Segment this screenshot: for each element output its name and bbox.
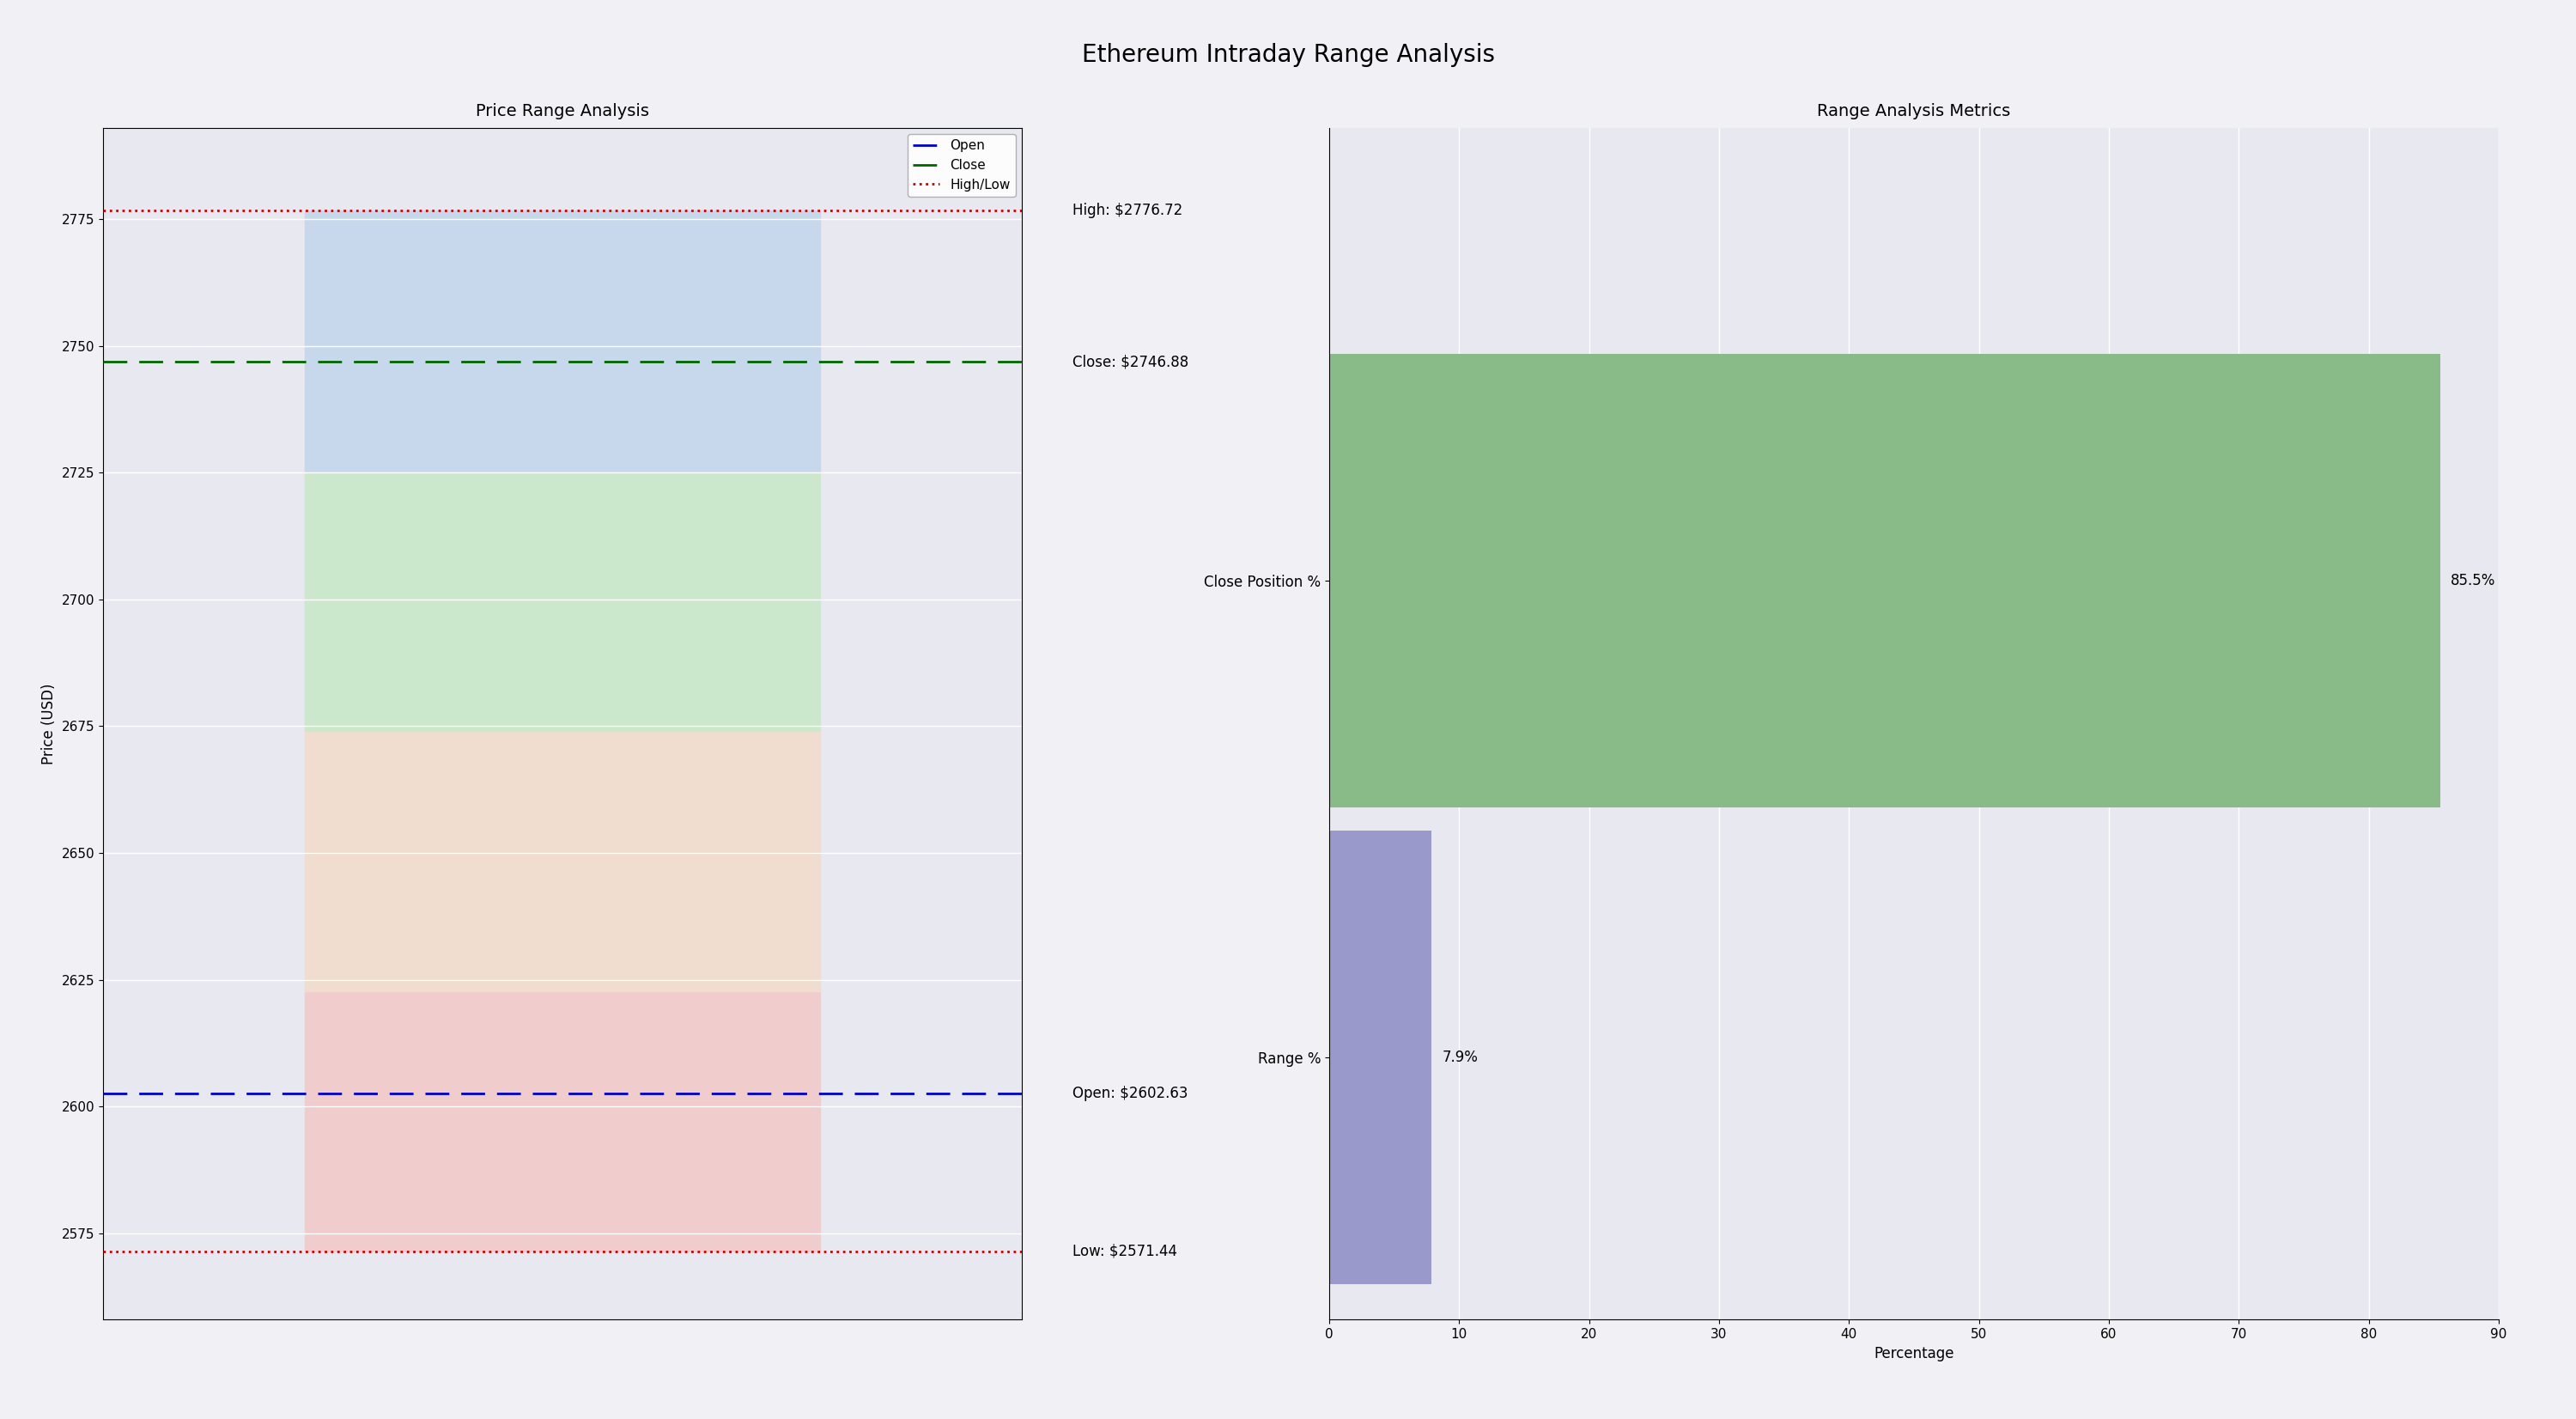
Title: Range Analysis Metrics: Range Analysis Metrics: [1816, 104, 2012, 119]
Title: Price Range Analysis: Price Range Analysis: [477, 104, 649, 119]
Legend: Open, Close, High/Low: Open, Close, High/Low: [907, 135, 1015, 197]
Text: 85.5%: 85.5%: [2450, 573, 2496, 589]
Text: Close: $2746.88: Close: $2746.88: [1072, 353, 1188, 369]
Text: Open: $2602.63: Open: $2602.63: [1072, 1086, 1188, 1101]
Text: Ethereum Intraday Range Analysis: Ethereum Intraday Range Analysis: [1082, 43, 1494, 67]
X-axis label: Percentage: Percentage: [1873, 1345, 1955, 1361]
Text: 7.9%: 7.9%: [1443, 1050, 1479, 1066]
Bar: [1329, 832, 1432, 1284]
Bar: [1329, 355, 2439, 807]
Y-axis label: Price (USD): Price (USD): [41, 683, 57, 765]
Text: High: $2776.72: High: $2776.72: [1072, 203, 1182, 219]
Text: Low: $2571.44: Low: $2571.44: [1072, 1244, 1177, 1259]
